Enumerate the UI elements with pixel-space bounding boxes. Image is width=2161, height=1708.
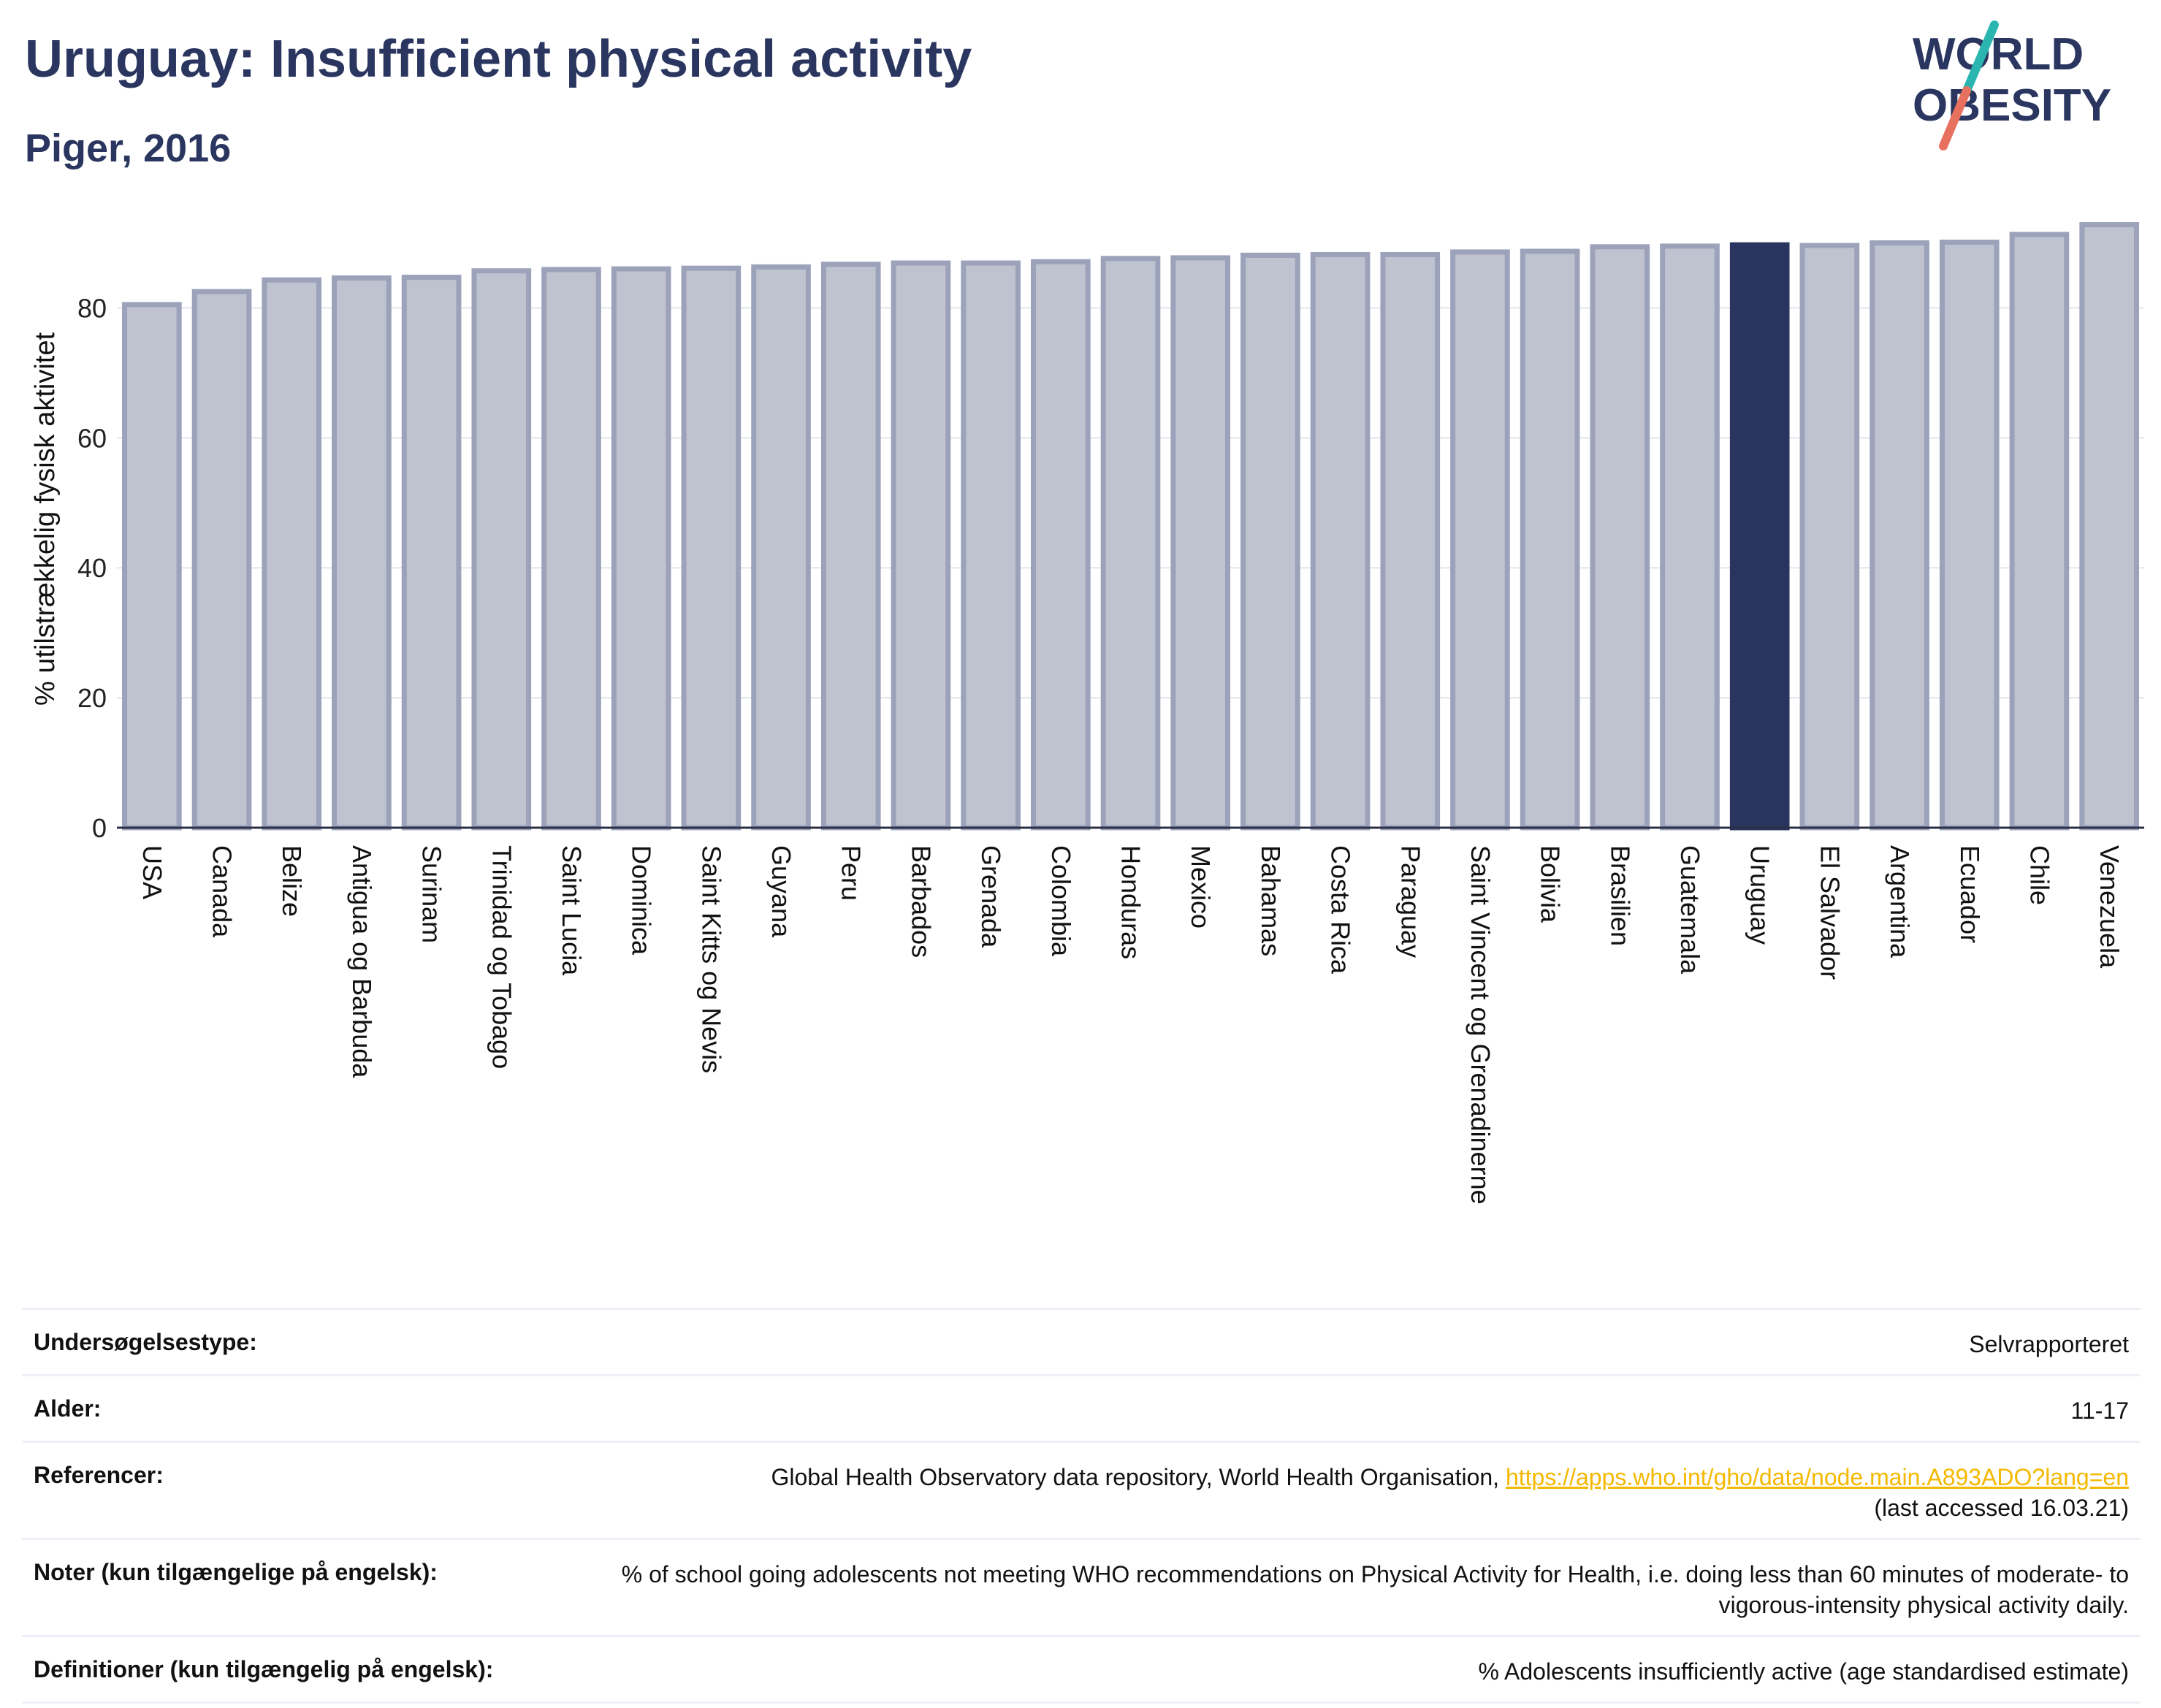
y-tick-label: 20	[77, 683, 107, 713]
logo-line2: OBESITY	[1913, 80, 2111, 131]
y-tick-label: 60	[77, 423, 107, 453]
logo-line1: WORLD	[1913, 29, 2084, 80]
x-tick-label: Colombia	[1046, 845, 1076, 957]
meta-label-definitions: Definitioner (kun tilgængelig på engelsk…	[34, 1656, 494, 1682]
x-tick-label: Saint Kitts og Nevis	[696, 845, 726, 1073]
meta-value-survey: Selvrapporteret	[1969, 1331, 2129, 1357]
bar	[1870, 240, 1929, 831]
bar	[1450, 249, 1510, 831]
reference-accessed: (last accessed 16.03.21)	[1874, 1495, 2129, 1521]
x-tick-label: Barbados	[906, 845, 936, 958]
bar	[262, 277, 322, 831]
bar	[891, 260, 951, 831]
page-subtitle: Piger, 2016	[25, 126, 232, 170]
x-tick-label: Chile	[2024, 845, 2054, 905]
meta-row-references: Referencer: Global Health Observatory da…	[22, 1441, 2141, 1538]
bar	[1310, 251, 1371, 831]
x-tick-label: Mexico	[1186, 845, 1216, 929]
metadata-table: Undersøgelsestype: Selvrapporteret Alder…	[22, 1308, 2141, 1704]
bar	[332, 275, 392, 831]
bar	[681, 265, 742, 831]
bar	[1240, 252, 1300, 831]
bar	[122, 302, 182, 831]
bar	[1590, 244, 1650, 831]
bar	[820, 262, 881, 831]
bar	[1799, 243, 1860, 831]
x-tick-label: Surinam	[417, 845, 447, 943]
meta-label-age: Alder:	[34, 1395, 102, 1422]
x-tick-label: El Salvador	[1815, 845, 1845, 980]
reference-text: Global Health Observatory data repositor…	[771, 1464, 1500, 1490]
x-tick-label: Honduras	[1116, 845, 1146, 959]
x-tick-label: Saint Lucia	[557, 845, 587, 976]
y-tick-label: 0	[92, 813, 107, 843]
bar	[1380, 251, 1441, 831]
meta-row-age: Alder: 11-17	[22, 1374, 2141, 1441]
x-tick-label: Paraguay	[1395, 845, 1425, 958]
bar	[751, 264, 811, 831]
y-axis-label: % utilstrækkelig fysisk aktivitet	[30, 332, 61, 706]
bar	[2009, 232, 2070, 831]
x-tick-label: Costa Rica	[1326, 845, 1356, 975]
meta-row-notes: Noter (kun tilgængelige på engelsk): % o…	[22, 1538, 2141, 1635]
meta-label-survey: Undersøgelsestype:	[34, 1329, 257, 1355]
bar-chart: 0 20 40 60 80 % utilstrækkelig fysisk aktivit…	[30, 222, 2144, 1205]
x-tick-label: Antigua og Barbuda	[347, 845, 377, 1078]
bar	[1729, 242, 1790, 831]
x-tick-label: Peru	[836, 845, 866, 901]
meta-value-age: 11-17	[2070, 1398, 2129, 1424]
logo-slash-teal	[1962, 20, 1999, 95]
x-tick-label: Saint Vincent og Grenadinerne	[1466, 845, 1495, 1205]
bar	[1100, 256, 1161, 831]
bar	[1030, 259, 1091, 831]
y-tick-label: 80	[77, 293, 107, 323]
bar	[1939, 240, 2000, 831]
x-tick-label: Dominica	[627, 845, 657, 956]
x-tick-label: USA	[137, 845, 167, 899]
bar	[1520, 248, 1580, 831]
x-tick-label: Grenada	[976, 845, 1006, 948]
reference-link[interactable]: https://apps.who.int/gho/data/node.main.…	[1505, 1464, 2129, 1490]
x-tick-label: Guatemala	[1675, 845, 1705, 975]
x-tick-label: Bahamas	[1256, 845, 1286, 956]
bar	[471, 268, 532, 831]
bar	[1660, 243, 1720, 831]
meta-value-definitions: % Adolescents insufficiently active (age…	[1478, 1658, 2129, 1685]
meta-value-references: Global Health Observatory data repositor…	[771, 1462, 2129, 1523]
meta-row-survey: Undersøgelsestype: Selvrapporteret	[22, 1308, 2141, 1374]
bar	[961, 260, 1021, 831]
x-tick-label: Venezuela	[2095, 845, 2124, 969]
x-tick-label: Uruguay	[1745, 845, 1775, 945]
x-tick-label: Trinidad og Tobago	[487, 845, 517, 1069]
x-tick-label: Canada	[207, 845, 237, 938]
x-tick-label: Argentina	[1885, 845, 1915, 958]
x-tick-label: Brasilien	[1605, 845, 1635, 946]
bar	[1170, 255, 1231, 831]
meta-label-notes: Noter (kun tilgængelige på engelsk):	[34, 1559, 438, 1585]
x-tick-label: Belize	[277, 845, 307, 917]
x-tick-label: Bolivia	[1536, 845, 1566, 923]
world-obesity-logo: WORLD OBESITY	[1913, 20, 2111, 150]
meta-row-definitions: Definitioner (kun tilgængelig på engelsk…	[22, 1635, 2141, 1704]
y-tick-label: 40	[77, 553, 107, 583]
meta-value-notes: % of school going adolescents not meetin…	[621, 1561, 2129, 1618]
bar	[191, 289, 252, 831]
bar	[611, 266, 671, 831]
meta-label-references: Referencer:	[34, 1462, 164, 1488]
page-title: Uruguay: Insufficient physical activity	[25, 30, 972, 88]
logo-slash-coral	[1939, 86, 1971, 150]
x-tick-label: Guyana	[766, 845, 796, 938]
bar	[401, 275, 462, 831]
x-tick-label: Ecuador	[1955, 845, 1985, 943]
bar	[2079, 222, 2139, 831]
bar	[541, 267, 601, 831]
